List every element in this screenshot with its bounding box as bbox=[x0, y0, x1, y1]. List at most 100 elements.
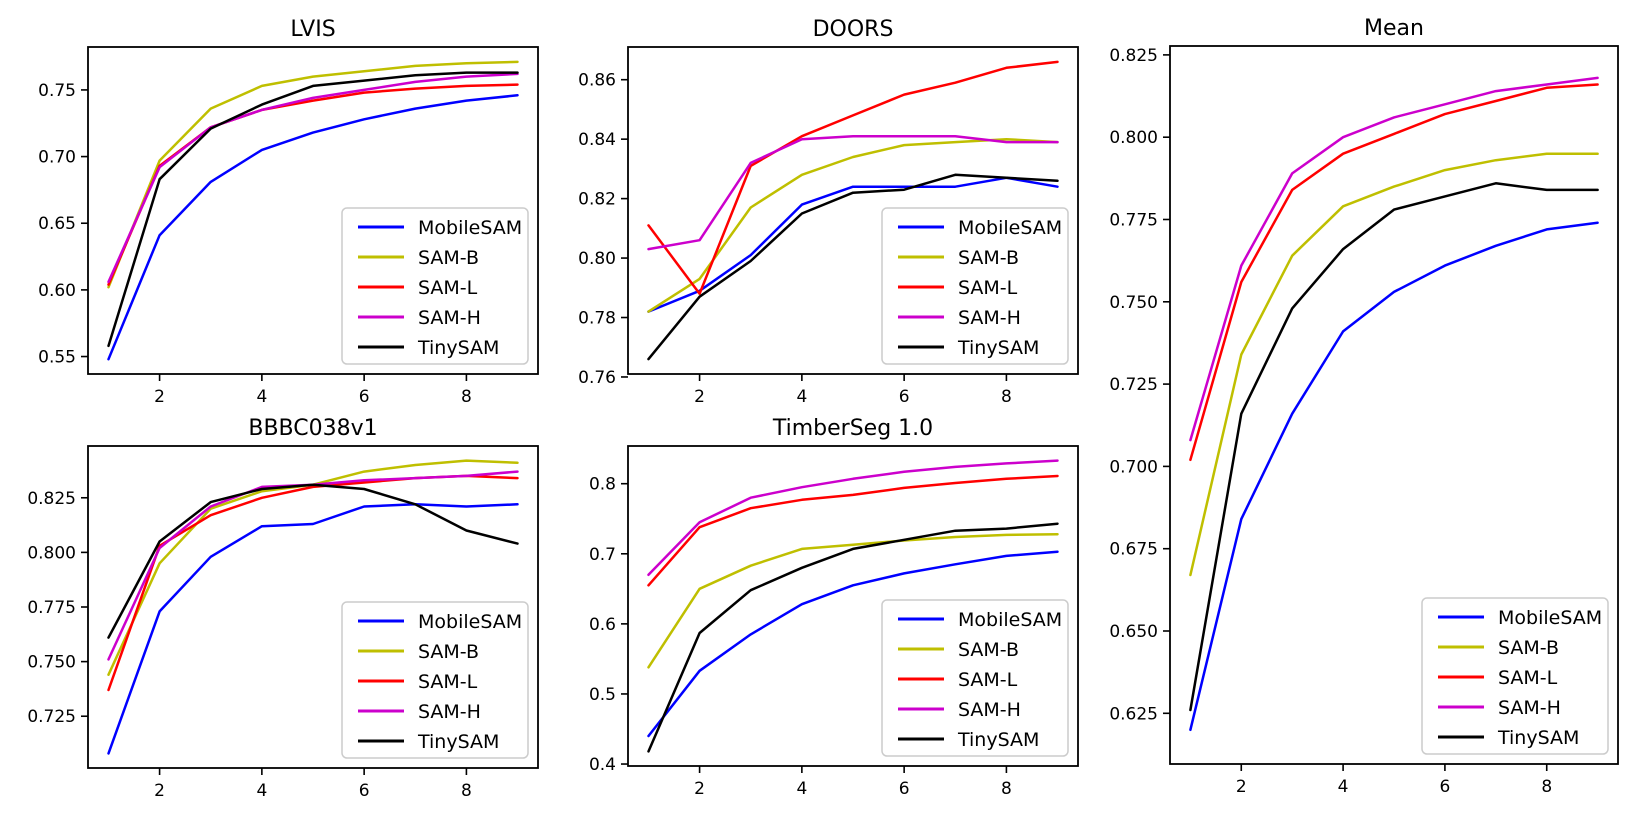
legend-box bbox=[341, 207, 529, 365]
chart-title-mean: Mean bbox=[1364, 16, 1424, 41]
series-line-sam-b bbox=[647, 532, 1059, 669]
legend-item: MobileSAM bbox=[358, 611, 522, 633]
legend-item: TinySAM bbox=[898, 337, 1039, 359]
y-tick-label: 0.80 bbox=[578, 249, 616, 269]
y-tick-label: 0.825 bbox=[1109, 46, 1158, 66]
x-tick-label: 8 bbox=[461, 387, 472, 407]
legend-item: MobileSAM bbox=[898, 217, 1062, 239]
legend-box bbox=[1421, 597, 1609, 755]
plot-border bbox=[627, 445, 1079, 767]
legend-item: SAM-B bbox=[358, 641, 479, 663]
x-tick-label: 6 bbox=[1439, 777, 1450, 797]
x-tick-label: 4 bbox=[796, 779, 807, 799]
legend-item-label: SAM-L bbox=[418, 277, 478, 299]
x-tick-label: 4 bbox=[256, 387, 267, 407]
legend-item: MobileSAM bbox=[898, 609, 1062, 631]
legend-item-label: SAM-L bbox=[418, 671, 478, 693]
chart-bbbc: BBBC038v1 0.725 0.750 0.775 0.800 0.825 2 4 6 8 Mo… bbox=[27, 416, 539, 801]
legend-item-label: SAM-B bbox=[958, 247, 1019, 269]
legend-item: TinySAM bbox=[358, 731, 499, 753]
legend-item: SAM-B bbox=[898, 247, 1019, 269]
legend-item: MobileSAM bbox=[1438, 607, 1602, 629]
x-tick-label: 2 bbox=[1236, 777, 1247, 797]
series-line-sam-l bbox=[647, 60, 1059, 295]
x-tick-label: 2 bbox=[154, 781, 165, 801]
legend-item-label: SAM-H bbox=[418, 307, 481, 329]
legend-item-label: MobileSAM bbox=[958, 609, 1062, 631]
legend-item: SAM-L bbox=[358, 277, 478, 299]
legend-item: SAM-B bbox=[898, 639, 1019, 661]
legend-item-label: TinySAM bbox=[417, 731, 499, 753]
series-line-tinysam bbox=[647, 173, 1059, 361]
y-tick-label: 0.750 bbox=[27, 653, 76, 673]
x-tick-label: 6 bbox=[899, 387, 910, 407]
chart-title-timber: TimberSeg 1.0 bbox=[772, 416, 933, 441]
legend-item: SAM-H bbox=[898, 699, 1021, 721]
legend-item-label: MobileSAM bbox=[418, 611, 522, 633]
y-tick-label: 0.650 bbox=[1109, 622, 1158, 642]
legend-item-label: SAM-B bbox=[958, 639, 1019, 661]
x-tick-label: 6 bbox=[359, 781, 370, 801]
series-line-tinysam bbox=[647, 522, 1059, 753]
y-tick-label: 0.675 bbox=[1109, 540, 1158, 560]
y-tick-label: 0.725 bbox=[27, 707, 76, 727]
series-line-sam-h bbox=[647, 134, 1059, 251]
y-tick-label: 0.800 bbox=[1109, 128, 1158, 148]
legend-item: TinySAM bbox=[898, 729, 1039, 751]
legend-item-label: SAM-B bbox=[418, 247, 479, 269]
legend-item-label: SAM-H bbox=[418, 701, 481, 723]
chart-title-bbbc: BBBC038v1 bbox=[248, 416, 377, 441]
legend-item-label: SAM-L bbox=[958, 277, 1018, 299]
series-line-tinysam bbox=[1189, 182, 1599, 712]
legend-item: MobileSAM bbox=[358, 217, 522, 239]
series-line-mobilesam bbox=[107, 503, 519, 755]
legend-item-label: SAM-L bbox=[958, 669, 1018, 691]
x-tick-label: 2 bbox=[694, 779, 705, 799]
chart-title-lvis: LVIS bbox=[290, 17, 335, 42]
legend: MobileSAM SAM-B SAM-L SAM-H TinySAM bbox=[881, 207, 1069, 365]
y-tick-label: 0.65 bbox=[38, 214, 76, 234]
legend-item: SAM-B bbox=[1438, 637, 1559, 659]
series-line-sam-h bbox=[647, 459, 1059, 577]
chart-mean: Mean 0.625 0.650 0.675 0.700 0.725 0.750 0.775 0… bbox=[1109, 16, 1619, 797]
legend: MobileSAM SAM-B SAM-L SAM-H TinySAM bbox=[881, 599, 1069, 757]
y-tick-label: 0.725 bbox=[1109, 375, 1158, 395]
y-tick-label: 0.76 bbox=[578, 368, 616, 388]
chart-lvis: LVIS 0.55 0.60 0.65 0.70 0.75 2 4 6 8 MobileSAM SAM… bbox=[38, 17, 539, 407]
chart-title-doors: DOORS bbox=[813, 17, 894, 42]
legend-item: SAM-H bbox=[358, 701, 481, 723]
legend-item-label: SAM-B bbox=[418, 641, 479, 663]
x-tick-label: 8 bbox=[1001, 779, 1012, 799]
y-tick-label: 0.750 bbox=[1109, 293, 1158, 313]
legend-box bbox=[341, 601, 529, 759]
y-tick-label: 0.55 bbox=[38, 348, 76, 368]
x-tick-label: 4 bbox=[796, 387, 807, 407]
legend-item: SAM-L bbox=[898, 277, 1018, 299]
y-tick-label: 0.800 bbox=[27, 543, 76, 563]
legend-item: SAM-H bbox=[358, 307, 481, 329]
series-line-mobilesam bbox=[647, 550, 1059, 738]
y-tick-label: 0.60 bbox=[38, 281, 76, 301]
legend-item-label: SAM-H bbox=[958, 307, 1021, 329]
legend-item: SAM-H bbox=[1438, 697, 1561, 719]
y-tick-label: 0.4 bbox=[589, 755, 616, 775]
y-tick-label: 0.625 bbox=[1109, 704, 1158, 724]
series-line-tinysam bbox=[107, 483, 519, 639]
plot-border bbox=[627, 46, 1079, 375]
legend: MobileSAM SAM-B SAM-L SAM-H TinySAM bbox=[341, 601, 529, 759]
y-tick-label: 0.75 bbox=[38, 81, 76, 101]
legend-item: TinySAM bbox=[358, 337, 499, 359]
series-line-mobilesam bbox=[1189, 221, 1599, 732]
y-tick-label: 0.775 bbox=[27, 598, 76, 618]
legend-item-label: SAM-H bbox=[1498, 697, 1561, 719]
y-tick-label: 0.82 bbox=[578, 190, 616, 210]
legend-box bbox=[881, 599, 1069, 757]
legend-item: SAM-L bbox=[898, 669, 1018, 691]
legend-item-label: MobileSAM bbox=[958, 217, 1062, 239]
chart-doors: DOORS 0.76 0.78 0.80 0.82 0.84 0.86 2 4 6 8 MobileS… bbox=[578, 17, 1079, 407]
legend-item-label: SAM-L bbox=[1498, 667, 1558, 689]
legend: MobileSAM SAM-B SAM-L SAM-H TinySAM bbox=[1421, 597, 1609, 755]
x-tick-label: 6 bbox=[359, 387, 370, 407]
series-line-sam-l bbox=[647, 474, 1059, 587]
